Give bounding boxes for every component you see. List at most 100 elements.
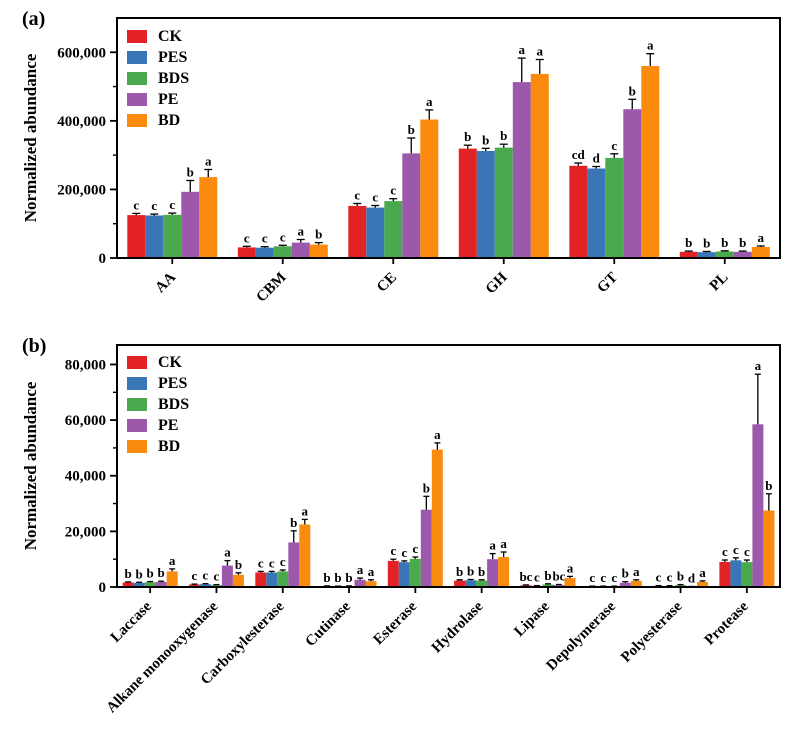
bar-PE-Esterase xyxy=(420,509,432,587)
significance-letter: c xyxy=(169,197,175,212)
significance-letter: b xyxy=(622,566,629,581)
significance-letter: b xyxy=(423,480,430,495)
y-tick-label: 600,000 xyxy=(57,45,106,61)
panel-a-y-axis-title: Normalized abundance xyxy=(21,53,40,223)
significance-letter: b xyxy=(478,564,485,579)
significance-letter: c xyxy=(744,544,750,559)
significance-letter: a xyxy=(633,564,640,579)
x-category-label: Protease xyxy=(702,598,752,648)
legend-label-ck: CK xyxy=(158,27,182,45)
significance-letter: b xyxy=(739,235,746,250)
significance-letter: c xyxy=(258,555,264,570)
bar-PE-Alkane-monooxygenase xyxy=(221,565,233,587)
significance-letter: b xyxy=(765,478,772,493)
significance-letter: c xyxy=(269,555,275,570)
plot-border xyxy=(116,344,781,588)
bar-PE-CE xyxy=(402,153,421,258)
y-tick-label: 40,000 xyxy=(65,469,106,485)
legend-swatch-bd xyxy=(127,440,147,453)
legend-swatch-bd xyxy=(127,114,147,127)
significance-letter: b xyxy=(323,570,330,585)
legend-label-pe: PE xyxy=(158,416,179,434)
bar-PES-CE xyxy=(366,207,385,258)
x-category-label: CE xyxy=(374,270,400,296)
significance-letter: c xyxy=(656,570,662,585)
significance-letter: b xyxy=(158,565,165,580)
x-category-label: Cutinase xyxy=(302,598,354,650)
significance-letter: b xyxy=(334,570,341,585)
bar-PE-Carboxylesterase xyxy=(288,542,300,587)
bar-BD-AA xyxy=(199,177,218,258)
significance-letter: b xyxy=(125,566,132,581)
bar-BD-GH xyxy=(530,73,549,259)
legend-label-bd: BD xyxy=(158,111,181,129)
significance-letter: c xyxy=(667,570,673,585)
significance-letter: b xyxy=(500,128,507,143)
significance-letter: a xyxy=(699,565,706,580)
x-category-label: Polyesterase xyxy=(618,598,686,666)
legend-label-pe: PE xyxy=(158,90,179,108)
significance-letter: a xyxy=(205,154,212,169)
bar-BDS-Laccase xyxy=(144,582,156,587)
significance-letter: a xyxy=(169,553,176,568)
significance-letter: c xyxy=(611,570,617,585)
significance-letter: b xyxy=(235,557,242,572)
bar-CK-Laccase xyxy=(122,582,134,587)
significance-letter: b xyxy=(677,569,684,584)
x-category-label: Lipase xyxy=(511,598,553,640)
x-category-label: Esterase xyxy=(371,598,421,648)
significance-letter: b xyxy=(629,83,636,98)
significance-letter: a xyxy=(357,562,364,577)
y-tick-label: 400,000 xyxy=(57,114,106,130)
legend-item-bd: BD xyxy=(127,110,189,131)
significance-letter: b xyxy=(685,235,692,250)
x-category-label: Depolymerase xyxy=(544,598,620,674)
significance-letter: a xyxy=(224,545,231,560)
significance-letter: bc xyxy=(552,569,565,584)
significance-letter: c xyxy=(214,569,220,584)
legend-item-pes: PES xyxy=(127,373,189,394)
significance-letter: b xyxy=(721,235,728,250)
legend-swatch-pe xyxy=(127,419,147,432)
significance-letter: cd xyxy=(572,147,586,162)
y-tick-label: 0 xyxy=(99,251,107,267)
legend-swatch-pes xyxy=(127,377,147,390)
legend-item-bds: BDS xyxy=(127,394,189,415)
bar-CK-Alkane-monooxygenase xyxy=(188,584,200,587)
bar-CK-Carboxylesterase xyxy=(255,572,267,587)
x-category-label: CBM xyxy=(254,270,290,306)
y-tick-label: 80,000 xyxy=(65,357,106,373)
bar-BD-Protease xyxy=(763,510,775,587)
legend-label-bds: BDS xyxy=(158,395,190,413)
legend-item-bds: BDS xyxy=(127,68,189,89)
significance-letter: c xyxy=(372,190,378,205)
significance-letter: a xyxy=(426,94,433,109)
bar-CK-Protease xyxy=(719,562,731,587)
bar-PE-Hydrolase xyxy=(487,559,499,587)
bar-BD-Alkane-monooxygenase xyxy=(232,574,244,587)
significance-letter: c xyxy=(280,229,286,244)
bar-CK-CBM xyxy=(237,247,256,258)
bar-BDS-CE xyxy=(384,201,403,258)
bar-BD-Hydrolase xyxy=(498,557,510,587)
bar-CK-CE xyxy=(348,205,367,258)
bar-PES-GT xyxy=(587,168,606,258)
bar-CK-AA xyxy=(127,215,146,258)
bar-BDS-GH xyxy=(494,147,513,258)
legend-item-ck: CK xyxy=(127,352,189,373)
significance-letter: a xyxy=(368,564,375,579)
bar-PES-CBM xyxy=(255,247,274,258)
significance-letter: c xyxy=(133,197,139,212)
significance-letter: b xyxy=(136,566,143,581)
significance-letter: b xyxy=(467,564,474,579)
significance-letter: a xyxy=(302,503,309,518)
significance-letter: a xyxy=(567,560,574,575)
legend-swatch-bds xyxy=(127,72,147,85)
significance-letter: bc xyxy=(519,569,532,584)
panel-a-legend: CK PES BDS PE BD xyxy=(127,26,189,131)
legend-label-bds: BDS xyxy=(158,69,190,87)
bar-BDS-Protease xyxy=(741,562,753,587)
significance-letter: a xyxy=(755,358,762,373)
significance-letter: c xyxy=(412,541,418,556)
